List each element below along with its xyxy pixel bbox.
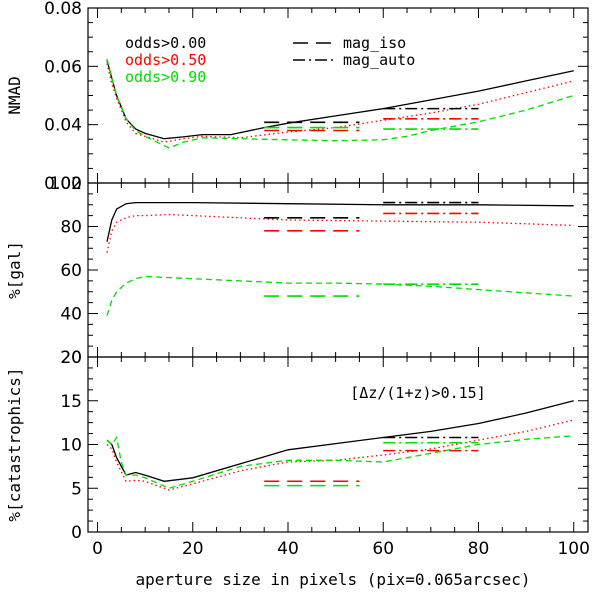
panel-frame xyxy=(87,356,589,533)
y-tick-label: 0.06 xyxy=(44,57,82,77)
panel-nmad: 0.02 0.04 0.06 0.08 NMAD xyxy=(5,0,589,194)
panel-catastrophics: 0 5 10 15 20 %[catastrophics] [Δz/(1+z)>0.15] 0… xyxy=(5,348,590,559)
panel-frame xyxy=(87,182,589,358)
y-axis-title: %[catastrophics] xyxy=(5,367,24,521)
y-tick-label: 20 xyxy=(60,348,82,368)
legend-entry-odds: odds>0.00 xyxy=(125,34,206,52)
panels: 0.020.040.060.08NMAD20406080100%[gal]051… xyxy=(5,0,590,559)
x-tick-label: 100 xyxy=(557,539,589,559)
series-line-red xyxy=(106,63,574,143)
x-tick-label: 0 xyxy=(92,539,103,559)
y-tick-label: 20 xyxy=(60,348,82,368)
y-axis-title: %[gal] xyxy=(5,241,24,299)
series-line-green xyxy=(106,275,574,316)
legend-entry-style: mag_auto xyxy=(343,51,415,69)
x-tick-label: 20 xyxy=(182,539,204,559)
plot-area xyxy=(106,58,574,149)
y-tick-label: 15 xyxy=(60,392,82,412)
x-tick-label: 40 xyxy=(277,539,299,559)
y-tick-label: 0.04 xyxy=(44,116,82,136)
y-tick-label: 0.08 xyxy=(44,0,82,19)
annotation-text: [Δz/(1+z)>0.15] xyxy=(350,384,485,402)
x-tick-label: 60 xyxy=(372,539,394,559)
y-tick-label: 0 xyxy=(71,523,82,543)
plot-area xyxy=(106,201,574,316)
legend-entry-odds: odds>0.50 xyxy=(125,51,206,69)
legend-entry-style: mag_iso xyxy=(343,34,406,52)
panel-gal: 20 40 60 80 100 %[gal] xyxy=(5,174,589,368)
y-tick-label: 100 xyxy=(50,174,82,194)
y-tick-label: 0.02 xyxy=(44,174,82,194)
series-line-black xyxy=(106,400,574,482)
y-tick-label: 5 xyxy=(71,479,82,499)
plot-area xyxy=(106,400,574,491)
y-tick-label: 60 xyxy=(60,261,82,281)
series-line-red xyxy=(106,213,574,253)
series-line-green xyxy=(106,435,574,489)
y-axis-title: NMAD xyxy=(5,76,24,115)
y-tick-label: 80 xyxy=(60,218,82,238)
y-tick-label: 10 xyxy=(60,436,82,456)
series-line-red xyxy=(106,419,574,491)
series-line-black xyxy=(106,60,574,140)
y-tick-label: 40 xyxy=(60,305,82,325)
series-line-black xyxy=(106,201,574,242)
legend-entry-odds: odds>0.90 xyxy=(125,68,206,86)
x-tick-label: 80 xyxy=(468,539,490,559)
x-axis-title: aperture size in pixels (pix=0.065arcsec… xyxy=(136,570,531,589)
